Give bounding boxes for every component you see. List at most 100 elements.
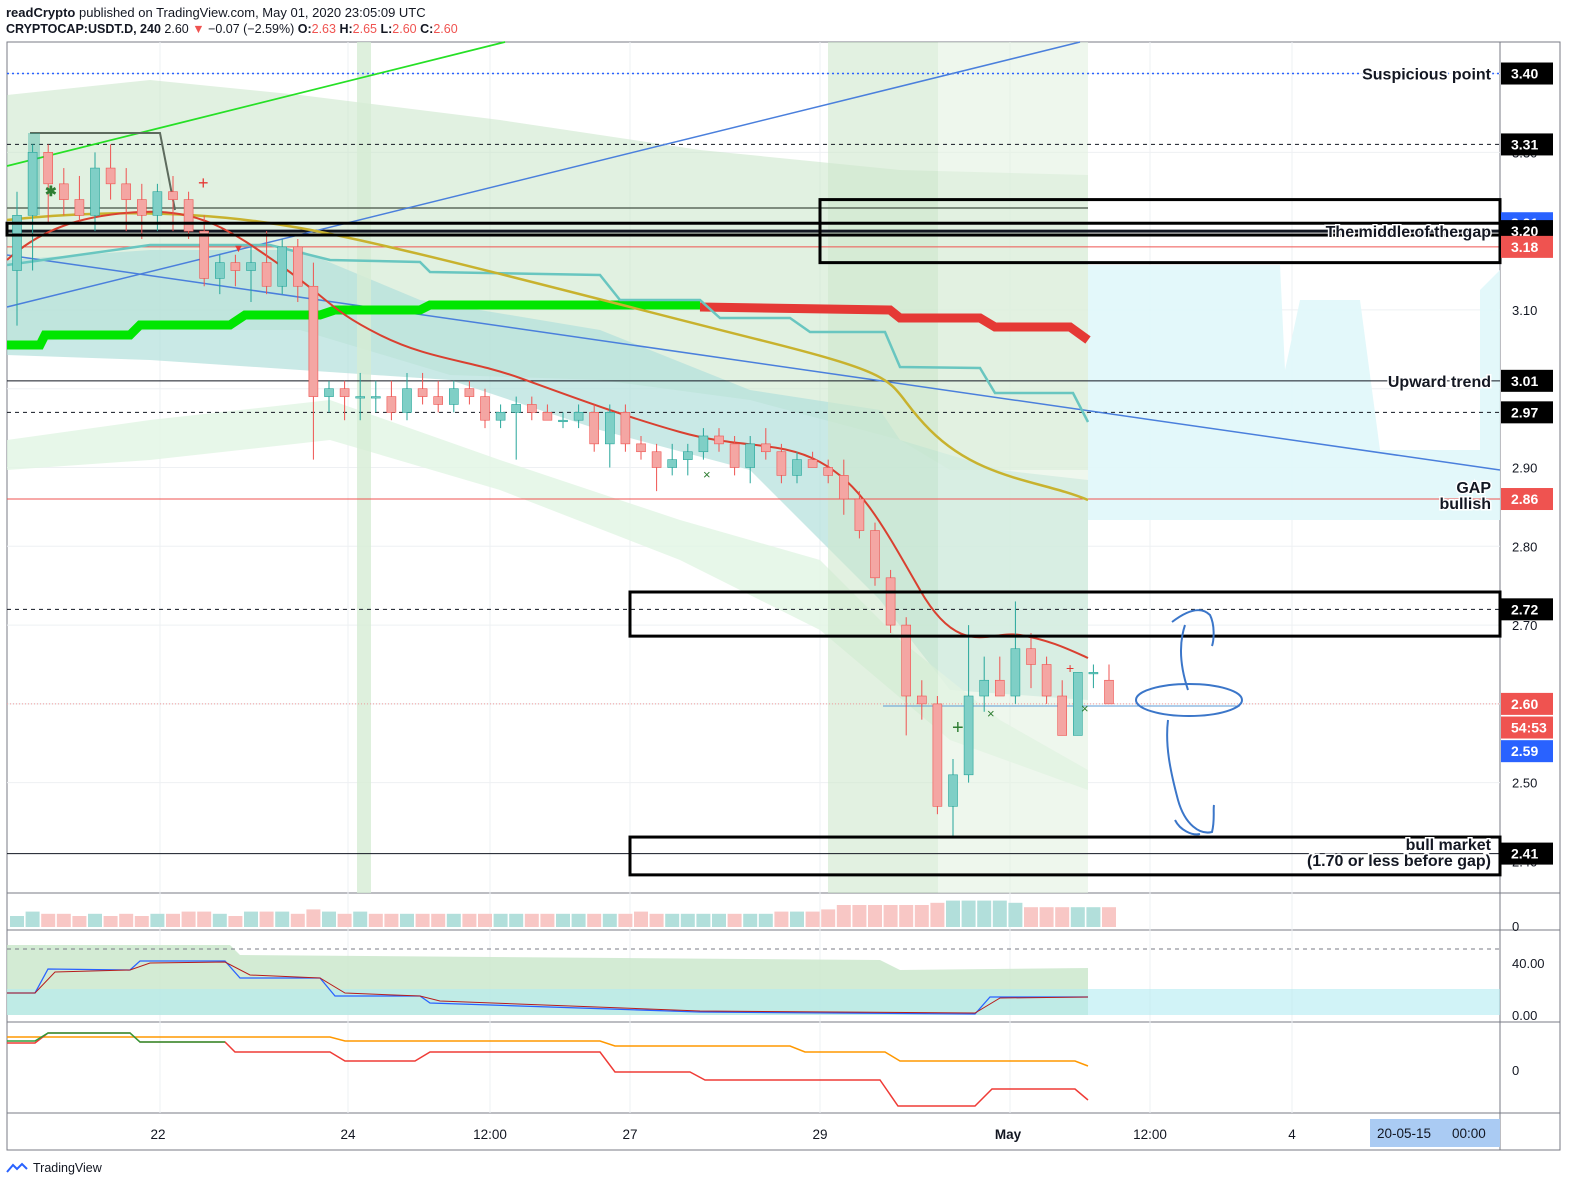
- volume-bar: [353, 911, 368, 927]
- time-tick-label: 22: [150, 1127, 165, 1142]
- oscillator-tick-label: 0: [1512, 1063, 1519, 1078]
- candle-body: [870, 530, 880, 579]
- volume-bar: [134, 916, 149, 927]
- candle-body: [308, 285, 319, 397]
- candle-body: [729, 443, 740, 468]
- candle-body: [199, 230, 209, 279]
- candle-body: [682, 451, 693, 460]
- level-annotation: GAP: [1456, 480, 1491, 497]
- volume-bar: [509, 913, 524, 927]
- level-annotation: (1.70 or less before gap): [1307, 853, 1491, 870]
- price-tag: [1501, 133, 1553, 156]
- volume-bar: [977, 900, 992, 927]
- highlight-bands: [357, 42, 1088, 893]
- cloud-span-red: [699, 302, 1091, 344]
- volume-bar: [88, 913, 102, 927]
- candle-body: [495, 412, 506, 421]
- volume-bar: [10, 916, 24, 927]
- tradingview-brand: TradingView: [33, 1161, 102, 1175]
- high-value: 2.65: [352, 22, 377, 36]
- candle-body: [355, 396, 366, 399]
- time-tick-label: 4: [1288, 1127, 1296, 1142]
- candle-body: [838, 475, 849, 500]
- time-tick-label: 12:00: [1133, 1127, 1167, 1142]
- volume-bar: [228, 916, 243, 927]
- volume-bar: [556, 913, 570, 927]
- published-text: published on TradingView.com, May 01, 20…: [78, 5, 426, 20]
- oscillator-fill-cyan: [7, 989, 1500, 1015]
- oscillator-line-orange: [7, 1036, 1089, 1067]
- candle-body: [183, 199, 194, 232]
- close-value: 2.60: [433, 22, 458, 36]
- level-annotation: Suspicious point: [1362, 67, 1492, 84]
- volume-bar: [899, 905, 914, 927]
- cloud-future: [1088, 265, 1500, 520]
- signal-markers: ✱ + ▼ × + × × +: [45, 173, 1089, 739]
- volume-bar: [602, 913, 617, 927]
- highlight-band: [828, 42, 938, 893]
- time-tick-label: May: [995, 1127, 1022, 1142]
- candle-body: [745, 443, 756, 468]
- trend-line-blue: [6, 41, 1081, 308]
- volume-bar: [649, 913, 664, 927]
- volume-bar: [868, 905, 882, 927]
- kumo-box: [30, 132, 176, 211]
- oscillator-pane-1: 40.00 0.00: [7, 945, 1545, 1023]
- highlight-band: [357, 42, 371, 893]
- volume-pane: 0: [10, 900, 1519, 934]
- candle-body: [27, 152, 38, 216]
- volume-bar: [1070, 907, 1085, 927]
- bull-market-zone-box: [628, 835, 1502, 877]
- candle-body: [386, 396, 397, 413]
- price-axis[interactable]: 2.502.702.802.903.103.302.403.403.313.21…: [1501, 62, 1553, 870]
- volume-bar: [712, 913, 726, 927]
- volume-bar: [852, 905, 867, 927]
- price-tag: [1501, 235, 1553, 258]
- candle-body: [90, 167, 100, 216]
- candlesticks: [12, 144, 1114, 838]
- candle-body: [215, 262, 225, 279]
- candle-body: [58, 183, 69, 200]
- price-tag: [1501, 488, 1553, 511]
- cross-marker-icon: ×: [987, 706, 995, 721]
- volume-bar: [634, 911, 648, 927]
- volume-bar: [696, 913, 711, 927]
- candle-body: [1026, 648, 1036, 665]
- time-axis[interactable]: 22 24 12:00 27 29 May 12:00 4 20-05-15 00:00: [150, 1119, 1500, 1147]
- hand-drawn-arrow: [1166, 609, 1215, 836]
- candle-body: [573, 412, 584, 421]
- symbol-name[interactable]: CRYPTOCAP:USDT.D, 240: [6, 22, 161, 36]
- open-value: 2.63: [311, 22, 336, 36]
- candle-body: [1073, 672, 1083, 736]
- volume-bar: [493, 913, 508, 927]
- price-tag: [1501, 369, 1553, 392]
- price-tick-label: 2.70: [1512, 618, 1537, 633]
- candle-body: [963, 695, 974, 776]
- volume-bar: [743, 913, 758, 927]
- price-tag-label: 3.20: [1511, 223, 1538, 239]
- oscillator-line-green: [7, 1032, 225, 1043]
- volume-bar: [259, 911, 274, 927]
- candle-body: [994, 679, 1005, 697]
- price-tag: [1501, 842, 1553, 865]
- oscillator-pane-2: 0: [7, 1032, 1519, 1107]
- price-tag-label: 3.31: [1511, 136, 1538, 152]
- volume-bar: [368, 913, 383, 927]
- volume-bar: [275, 911, 290, 927]
- tradingview-footer[interactable]: TradingView: [6, 1161, 102, 1175]
- volume-bar: [181, 911, 196, 927]
- candle-body: [370, 396, 381, 399]
- close-label: C:: [420, 22, 434, 36]
- level-annotations: Suspicious point The middle of the gap Upw…: [1305, 65, 1493, 871]
- candle-body: [916, 695, 927, 705]
- price-tag-label: 2.97: [1511, 404, 1538, 420]
- candle-body: [589, 412, 600, 445]
- volume-bar: [290, 913, 305, 927]
- down-arrow-icon: ▼: [192, 22, 205, 36]
- author-name[interactable]: readCrypto: [6, 5, 76, 20]
- candle-body: [823, 467, 834, 476]
- candle-body: [948, 774, 958, 807]
- candle-body: [324, 388, 334, 397]
- candle-body: [168, 191, 178, 200]
